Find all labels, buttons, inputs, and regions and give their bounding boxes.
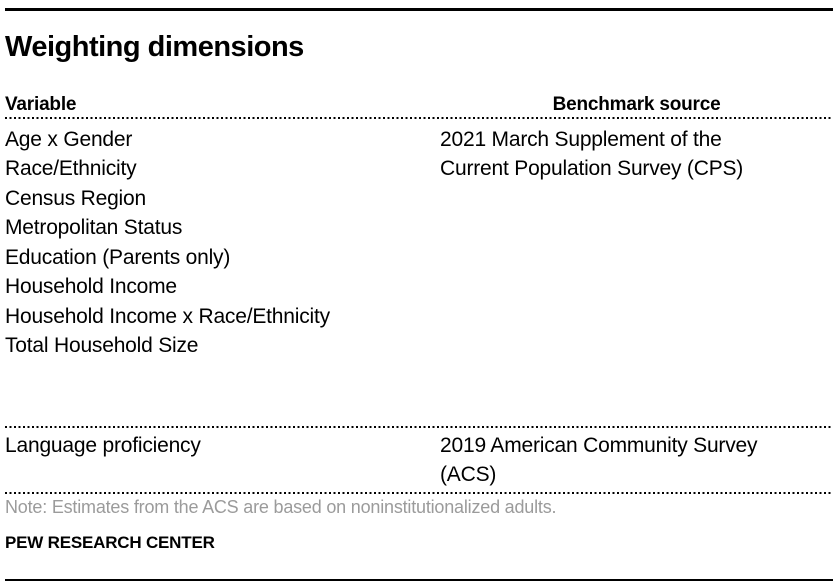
benchmark-source-cell-acs: 2019 American Community Survey (ACS) [440,433,758,487]
variable-item: Household Income x Race/Ethnicity [5,304,330,328]
group-divider [5,425,833,428]
bottom-rule [5,578,833,581]
table-row-group-acs: Language proficiency 2019 American Commu… [5,428,833,490]
top-rule [5,8,833,11]
variable-item: Total Household Size [5,334,199,357]
variable-item: Education (Parents only) [5,245,231,269]
variable-item: Census Region [5,186,146,210]
benchmark-source-cell-cps: 2021 March Supplement of the Current Pop… [440,127,744,181]
table-row-group-cps: Age x Gender Race/Ethnicity Census Region M… [5,119,833,424]
variable-item: Age x Gender [5,127,133,151]
variable-item: Household Income [5,275,177,298]
table-note: Note: Estimates from the ACS are based o… [5,496,557,517]
header-divider [5,116,833,119]
source-label: PEW RESEARCH CENTER [5,532,215,552]
variable-list-acs: Language proficiency [5,431,440,490]
table-header-row: Variable Benchmark source [5,93,833,115]
note-divider [5,491,833,494]
variable-item: Race/Ethnicity [5,157,137,180]
page-title: Weighting dimensions [5,30,304,63]
variable-item: Metropolitan Status [5,216,183,239]
variable-item: Language proficiency [5,433,201,457]
column-header-variable: Variable [5,93,77,115]
variable-list-cps: Age x Gender Race/Ethnicity Census Region M… [5,125,440,424]
column-header-benchmark-source: Benchmark source [552,93,721,115]
